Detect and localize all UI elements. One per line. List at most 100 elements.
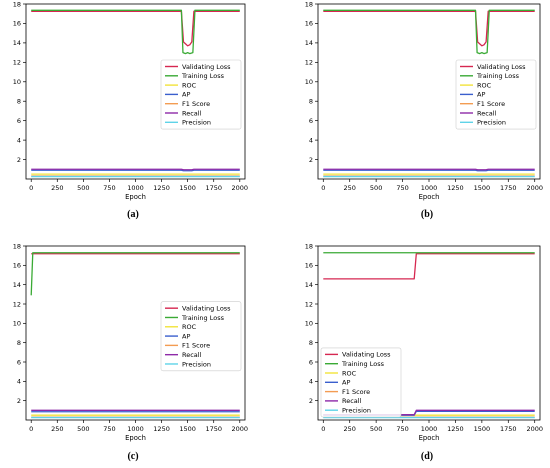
x-tick-label: 500 — [77, 184, 89, 192]
legend-label: Precision — [477, 119, 506, 127]
y-tick-label: 6 — [309, 117, 313, 125]
x-tick-label: 1000 — [127, 184, 144, 192]
series-line-training-loss — [31, 9, 240, 55]
y-tick-label: 12 — [13, 59, 21, 67]
chart-panel-a: 0 250 500 750 1000 1250 1500 1750 2000 2 4 6 8 10 12 14… — [13, 0, 248, 201]
y-tick-label: 18 — [13, 242, 21, 250]
x-tick-label: 1500 — [474, 425, 491, 433]
legend-label: Training Loss — [476, 72, 520, 80]
x-tick-label: 250 — [344, 184, 356, 192]
legend-label: F1 Score — [477, 100, 505, 108]
y-tick-label: 10 — [13, 320, 21, 328]
legend-label: Recall — [477, 109, 497, 117]
legend-label: AP — [477, 91, 485, 99]
x-tick-label: 2000 — [526, 425, 543, 433]
y-tick-label: 14 — [305, 281, 313, 289]
y-tick-label: 2 — [309, 397, 313, 405]
x-tick-label: 1750 — [205, 425, 222, 433]
x-tick-label: 1500 — [179, 184, 196, 192]
x-tick-label: 1500 — [474, 184, 491, 192]
y-tick-label: 12 — [305, 59, 313, 67]
x-tick-label: 500 — [370, 425, 382, 433]
legend-label: Recall — [182, 351, 202, 359]
x-tick-label: 500 — [370, 184, 382, 192]
y-tick-label: 18 — [13, 0, 21, 8]
x-axis-label: Epoch — [125, 434, 146, 442]
legend-label: Training Loss — [181, 314, 225, 322]
legend-label: Validating Loss — [182, 304, 231, 312]
series-line-training-loss — [323, 9, 535, 55]
x-tick-label: 750 — [103, 425, 115, 433]
legend-label: Recall — [182, 109, 202, 117]
series-line-validating-loss — [323, 253, 535, 280]
x-tick-label: 1750 — [205, 184, 222, 192]
legend-label: Validating Loss — [182, 63, 231, 71]
legend-box — [320, 347, 402, 418]
y-tick-label: 16 — [13, 262, 21, 270]
y-tick-label: 6 — [17, 358, 21, 366]
legend-label: AP — [342, 379, 350, 387]
x-tick-label: 0 — [321, 184, 325, 192]
y-tick-label: 2 — [17, 397, 21, 405]
y-tick-label: 16 — [305, 262, 313, 270]
y-tick-label: 8 — [17, 98, 21, 106]
chart-panel-d: 0 250 500 750 1000 1250 1500 1750 2000 2 4 6 8 10 12 14… — [305, 242, 543, 442]
legend-label: AP — [182, 332, 190, 340]
y-tick-label: 10 — [305, 78, 313, 86]
legend-label: AP — [182, 91, 190, 99]
y-tick-label: 4 — [17, 378, 21, 386]
legend-box — [160, 301, 242, 372]
y-tick-label: 8 — [309, 98, 313, 106]
x-tick-label: 2000 — [526, 184, 543, 192]
legend-label: ROC — [477, 81, 492, 89]
y-tick-label: 16 — [13, 20, 21, 28]
legend-label: Precision — [182, 360, 211, 368]
panel-caption-b: (b) — [420, 209, 434, 220]
x-tick-label: 1000 — [421, 425, 438, 433]
x-axis-label: Epoch — [125, 193, 146, 201]
series-line-validating-loss — [31, 10, 240, 47]
legend-box — [455, 59, 537, 130]
x-tick-label: 1500 — [179, 425, 196, 433]
x-tick-label: 250 — [51, 184, 63, 192]
x-tick-label: 750 — [396, 184, 408, 192]
y-tick-label: 18 — [305, 242, 313, 250]
legend-label: Training Loss — [181, 72, 225, 80]
x-tick-label: 750 — [396, 425, 408, 433]
legend-label: Precision — [182, 119, 211, 127]
y-tick-label: 10 — [305, 320, 313, 328]
legend-box — [160, 59, 242, 130]
series-line-training-loss — [30, 252, 240, 296]
legend-label: ROC — [182, 81, 197, 89]
chart-panel-b: 0 250 500 750 1000 1250 1500 1750 2000 2 4 6 8 10 12 14… — [305, 0, 543, 201]
y-tick-label: 2 — [17, 156, 21, 164]
y-tick-label: 16 — [305, 20, 313, 28]
legend-label: ROC — [182, 323, 197, 331]
panel-caption-a: (a) — [127, 209, 139, 220]
x-tick-label: 500 — [77, 425, 89, 433]
legend-label: F1 Score — [182, 100, 210, 108]
y-tick-label: 4 — [309, 136, 313, 144]
x-tick-label: 250 — [344, 425, 356, 433]
x-tick-label: 1250 — [447, 425, 464, 433]
x-tick-label: 0 — [29, 425, 33, 433]
x-tick-label: 1000 — [127, 425, 144, 433]
legend-label: ROC — [342, 369, 357, 377]
x-tick-label: 1750 — [500, 184, 517, 192]
y-tick-label: 14 — [13, 39, 21, 47]
legend-label: F1 Score — [182, 342, 210, 350]
x-axis-label: Epoch — [419, 193, 440, 201]
x-tick-label: 1750 — [500, 425, 517, 433]
series-line-validating-loss — [323, 10, 535, 47]
y-tick-label: 14 — [305, 39, 313, 47]
x-tick-label: 2000 — [232, 425, 249, 433]
y-tick-label: 18 — [305, 0, 313, 8]
x-tick-label: 1250 — [153, 184, 170, 192]
legend-label: F1 Score — [342, 388, 370, 396]
x-axis-label: Epoch — [419, 434, 440, 442]
